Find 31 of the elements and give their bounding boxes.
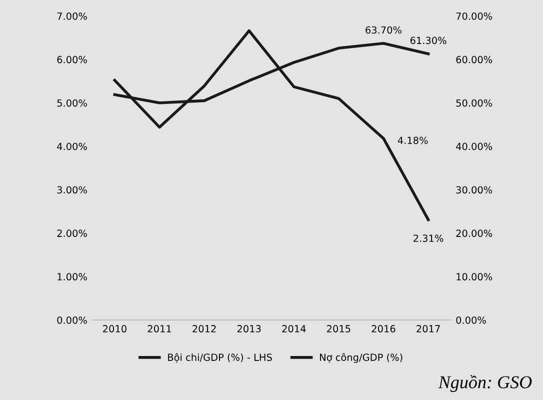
y2-tick-label: 10.00% xyxy=(456,273,492,280)
data-label: 61.30% xyxy=(410,36,446,44)
y2-tick-label: 40.00% xyxy=(456,142,492,150)
x-tick-label: 2017 xyxy=(416,325,440,332)
legend-label: Nợ công/GDP (%) xyxy=(320,353,402,363)
y-tick-label: 1.00% xyxy=(58,273,87,280)
x-tick-label: 2013 xyxy=(237,325,261,332)
x-tick-label: 2011 xyxy=(148,325,171,332)
legend-label: Bội chi/GDP (%) - LHS xyxy=(168,353,272,363)
x-tick-label: 2016 xyxy=(372,325,396,332)
y-tick-label: 4.00% xyxy=(57,142,87,150)
y-tick-label: 2.00% xyxy=(57,230,87,237)
y2-tick-label: 70.00% xyxy=(456,12,492,20)
y-tick-label: 0.00% xyxy=(57,316,87,324)
y-tick-label: 6.00% xyxy=(57,56,87,64)
y2-tick-label: 30.00% xyxy=(456,186,492,194)
text: Nguồn: GSO xyxy=(438,375,532,392)
y2-tick-label: 0.00% xyxy=(456,316,486,324)
data-label: 4.18% xyxy=(398,136,428,144)
y-tick-label: 7.00% xyxy=(57,12,87,20)
y2-tick-label: 20.00% xyxy=(456,230,492,237)
data-label: 63.70% xyxy=(366,26,402,34)
data-label: 2.31% xyxy=(414,234,444,242)
x-tick-label: 2015 xyxy=(327,325,350,332)
x-tick-label: 2012 xyxy=(192,325,216,332)
x-tick-label: 2010 xyxy=(103,325,126,332)
y2-tick-label: 60.00% xyxy=(456,56,492,64)
y2-tick-label: 50.00% xyxy=(456,99,492,107)
y-tick-label: 5.00% xyxy=(57,99,87,107)
x-tick-label: 2014 xyxy=(282,325,306,332)
y-tick-label: 3.00% xyxy=(57,186,87,194)
